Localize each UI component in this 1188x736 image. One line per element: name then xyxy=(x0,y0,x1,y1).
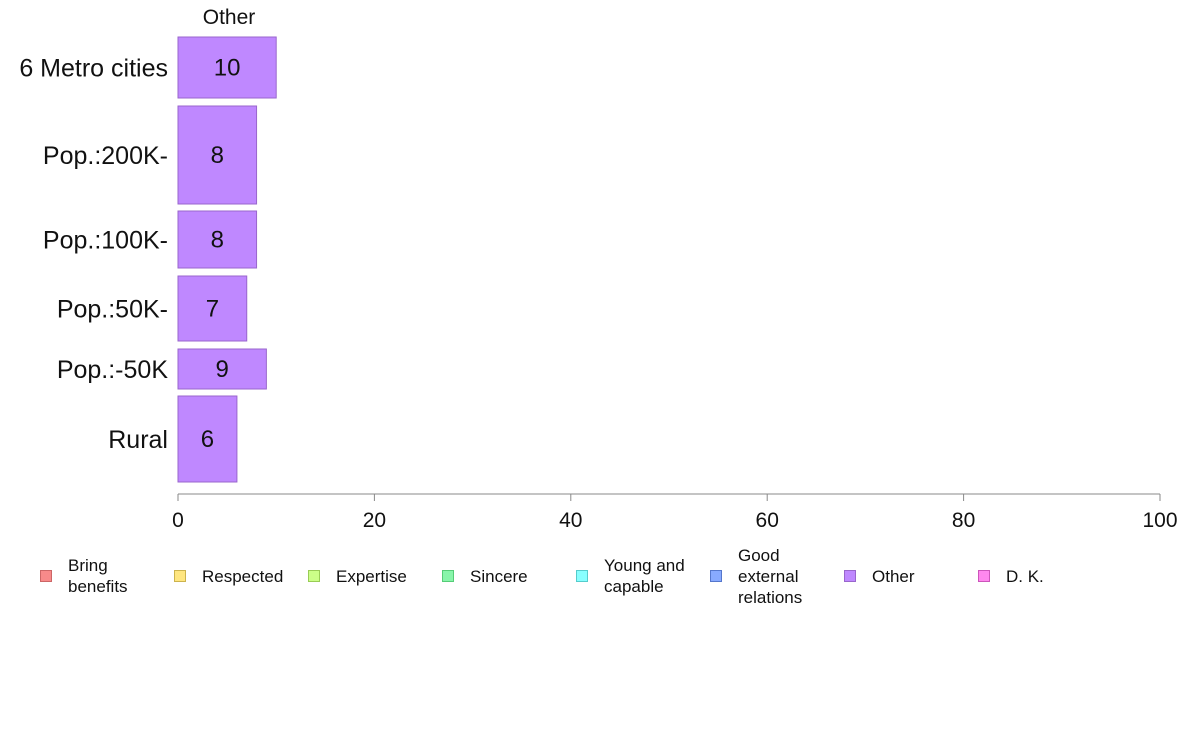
category-label: Pop.:-50K xyxy=(57,356,169,384)
category-label: 6 Metro cities xyxy=(19,55,168,83)
legend-item: Sincere xyxy=(442,566,528,587)
x-axis: 0 20 40 60 80 100 xyxy=(172,493,1178,532)
bars-group: 10 8 8 7 9 6 xyxy=(177,36,277,483)
legend-item: Young and capable xyxy=(576,555,685,597)
category-label: Rural xyxy=(108,426,168,454)
chart-title: Other xyxy=(203,6,256,29)
bar-value-label: 6 xyxy=(201,426,214,453)
bar-value-label: 8 xyxy=(211,142,224,169)
legend-label: D. K. xyxy=(1006,566,1044,586)
x-tick-label: 40 xyxy=(559,509,582,532)
bar-1 xyxy=(177,105,258,205)
legend-swatch xyxy=(174,570,186,582)
legend-label: Young and capable xyxy=(604,556,685,596)
legend-swatch xyxy=(576,570,588,582)
legend-label: Good external relations xyxy=(738,545,803,607)
legend-label: Other xyxy=(872,566,915,586)
bar-4 xyxy=(177,348,267,390)
x-tick-label: 20 xyxy=(363,509,386,532)
bar-value-label: 7 xyxy=(206,296,219,323)
legend-item: Good external relations xyxy=(710,545,802,608)
x-tick-label: 0 xyxy=(172,509,184,532)
category-label: Pop.:200K- xyxy=(43,142,168,170)
category-labels: 6 Metro cities Pop.:200K- Pop.:100K- Pop.:5… xyxy=(19,55,168,455)
category-label: Pop.:100K- xyxy=(43,227,168,255)
legend-swatch xyxy=(844,570,856,582)
legend-label: Expertise xyxy=(336,566,407,586)
bar-0 xyxy=(177,36,277,99)
legend-item: Respected xyxy=(174,566,283,587)
legend-item: Other xyxy=(844,566,915,587)
bar-value-label: 10 xyxy=(214,55,241,82)
legend-label: Respected xyxy=(202,566,284,586)
bar-3 xyxy=(177,275,248,342)
bar-value-label: 9 xyxy=(216,356,229,383)
legend-label: Sincere xyxy=(470,566,528,586)
legend: Bring benefits Respected Expertise Sincere Y… xyxy=(0,540,1188,620)
x-tick-label: 60 xyxy=(756,509,779,532)
bar-2 xyxy=(177,210,258,269)
legend-swatch xyxy=(978,570,990,582)
bar-value-label: 8 xyxy=(211,227,224,254)
x-tick-label: 100 xyxy=(1142,509,1177,532)
legend-swatch xyxy=(40,570,52,582)
legend-item: Bring benefits xyxy=(40,555,128,597)
legend-swatch xyxy=(308,570,320,582)
x-tick-label: 80 xyxy=(952,509,975,532)
legend-item: D. K. xyxy=(978,566,1044,587)
bar-chart: Other 10 8 8 7 9 6 6 Metro cities Pop.:200K- Po… xyxy=(19,6,1178,532)
legend-label: Bring benefits xyxy=(68,556,128,596)
category-label: Pop.:50K- xyxy=(57,296,168,324)
legend-swatch xyxy=(442,570,454,582)
bar-5 xyxy=(177,395,238,483)
legend-swatch xyxy=(710,570,722,582)
legend-item: Expertise xyxy=(308,566,407,587)
